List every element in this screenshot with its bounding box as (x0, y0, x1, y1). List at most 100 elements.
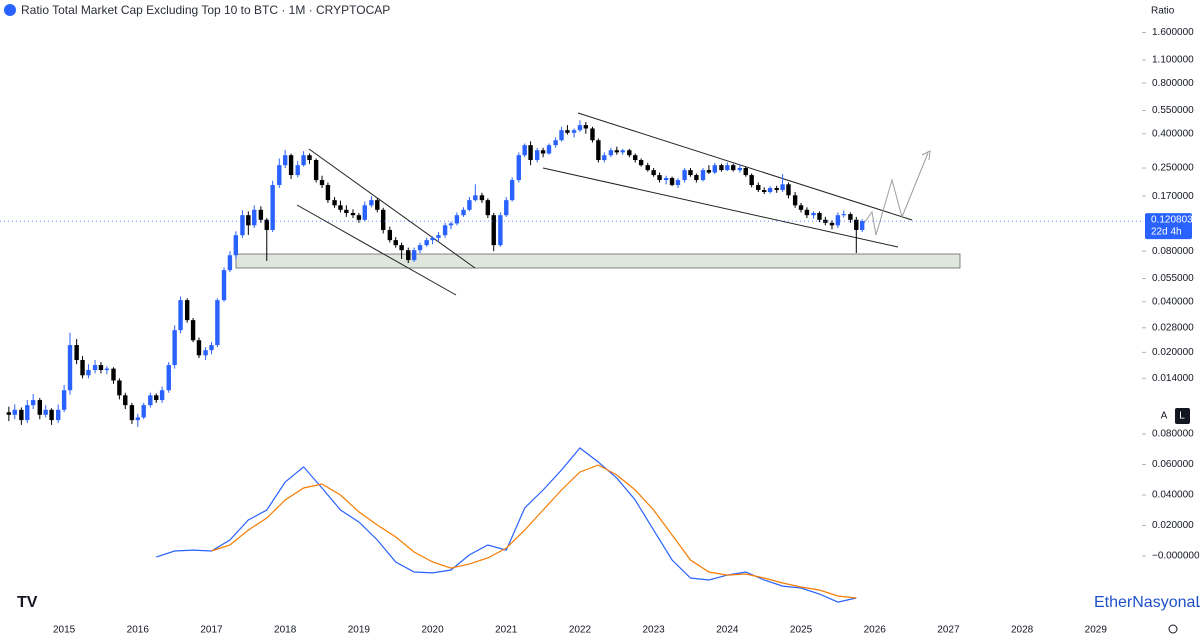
candle-body (811, 212, 816, 216)
candle-body (546, 145, 552, 154)
candle-body (406, 250, 411, 261)
y-tick-label: 0.014000 (1152, 373, 1194, 384)
candle-body (854, 219, 859, 230)
projection-path (861, 152, 929, 236)
candle-body (786, 184, 791, 196)
drawings (235, 112, 961, 296)
candle-body (565, 130, 570, 133)
candle-body (221, 270, 227, 301)
y-tick-label: 0.028000 (1152, 322, 1194, 333)
indicator-line (211, 464, 857, 599)
candle-body (651, 170, 656, 176)
candle-body (215, 300, 220, 346)
settings-icon[interactable] (1168, 624, 1178, 634)
candle-body (473, 195, 478, 201)
candle-body (675, 180, 681, 186)
candle-body (356, 215, 362, 220)
candle-body (638, 160, 644, 166)
candle-body (633, 155, 638, 161)
candle-body (792, 195, 798, 206)
x-tick-label: 2016 (127, 625, 150, 636)
candle-body (203, 350, 208, 356)
candle-body (522, 145, 527, 156)
candle-body (583, 125, 589, 129)
candle-body (344, 209, 349, 213)
y-tick-label: 1.600000 (1152, 27, 1194, 38)
candle-body (240, 215, 245, 236)
candle-body (86, 370, 91, 376)
candle-body (596, 140, 601, 161)
candle-body (111, 368, 116, 381)
candle-body (288, 155, 294, 176)
x-tick-label: 2021 (495, 625, 518, 636)
candle-body (270, 185, 275, 230)
candle-body (804, 209, 810, 216)
candle-body (19, 409, 24, 421)
candle-body (528, 145, 533, 161)
candle-body (129, 405, 135, 421)
candle-body (535, 150, 540, 161)
scale-button[interactable]: A (1161, 411, 1168, 422)
y-tick-label: 0.080000 (1152, 246, 1194, 257)
scale-button[interactable]: L (1179, 411, 1185, 422)
y-tick-label: 0.800000 (1152, 78, 1194, 89)
candle-body (448, 223, 454, 226)
candle-body (141, 405, 146, 418)
candle-body (719, 165, 724, 171)
candle-body (614, 150, 619, 153)
candle-body (767, 188, 773, 193)
candle-body (172, 330, 177, 366)
candle-body (369, 200, 374, 206)
candle-body (258, 209, 264, 220)
x-tick-label: 2024 (716, 625, 739, 636)
candle-body (817, 212, 822, 220)
candle-body (424, 240, 429, 246)
symbol-icon (4, 4, 16, 16)
candle-body (30, 400, 36, 406)
y-tick-label: 0.060000 (1152, 459, 1194, 470)
candle-body (731, 165, 736, 171)
candle-body (467, 200, 472, 210)
logo: TV (17, 594, 38, 611)
candle-body (166, 365, 171, 391)
candle-body (737, 168, 743, 171)
candle-body (602, 155, 607, 161)
x-tick-label: 2022 (569, 625, 592, 636)
candle-body (387, 229, 393, 241)
candle-body (399, 245, 404, 251)
x-tick-label: 2023 (643, 625, 666, 636)
candle-body (332, 200, 337, 206)
candle-body (725, 165, 730, 171)
candle-body (645, 165, 650, 171)
candle-body (540, 150, 546, 154)
candle-body (37, 400, 42, 415)
candle-body (700, 170, 706, 181)
candle-body (694, 175, 699, 181)
candle-body (442, 225, 448, 236)
candle-body (148, 395, 153, 406)
candle-body (98, 365, 104, 371)
scale-button-bg[interactable] (1175, 408, 1190, 424)
y-tick-label: 0.040000 (1152, 296, 1194, 307)
candle-body (350, 212, 356, 216)
trend-line (296, 204, 457, 296)
candle-body (196, 340, 202, 356)
candle-body (209, 345, 214, 351)
x-tick-label: 2026 (864, 625, 887, 636)
candle-body (491, 215, 496, 246)
candle-body (80, 360, 85, 376)
y-tick-label: −0.000000 (1152, 551, 1200, 562)
y-tick-label: 0.040000 (1152, 490, 1194, 501)
candle-body (313, 160, 319, 181)
candle-body (123, 395, 128, 406)
candle-body (43, 409, 48, 415)
x-tick-label: 2025 (790, 625, 813, 636)
candle-body (295, 165, 300, 176)
candle-body (380, 209, 386, 230)
candle-body (627, 150, 632, 156)
candle-body (756, 185, 761, 191)
candle-body (688, 170, 693, 176)
candle-body (620, 150, 625, 153)
y-tick-label: 0.055000 (1152, 273, 1194, 284)
